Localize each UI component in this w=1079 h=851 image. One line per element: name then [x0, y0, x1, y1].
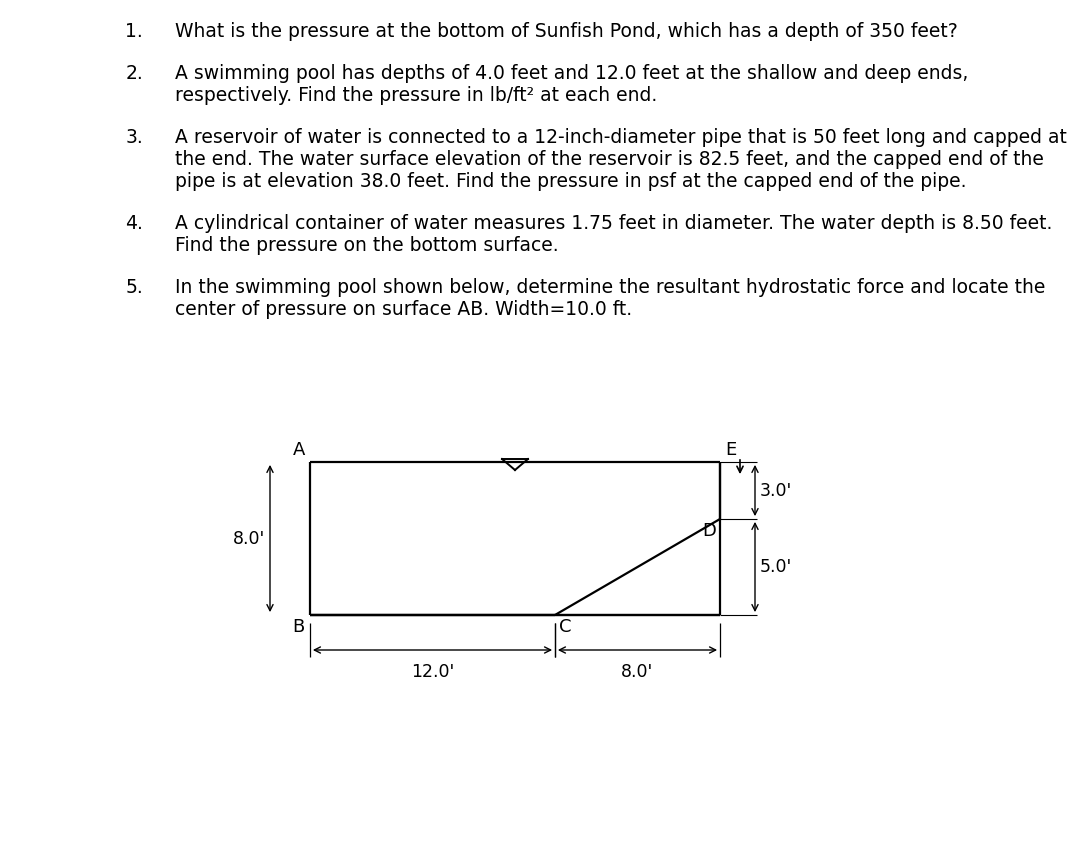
- Text: B: B: [292, 618, 305, 636]
- Text: respectively. Find the pressure in lb/ft² at each end.: respectively. Find the pressure in lb/ft…: [175, 86, 657, 105]
- Text: 3.0': 3.0': [760, 482, 792, 500]
- Text: D: D: [702, 522, 716, 540]
- Text: 8.0': 8.0': [622, 663, 654, 681]
- Text: Find the pressure on the bottom surface.: Find the pressure on the bottom surface.: [175, 236, 559, 255]
- Text: A swimming pool has depths of 4.0 feet and 12.0 feet at the shallow and deep end: A swimming pool has depths of 4.0 feet a…: [175, 64, 968, 83]
- Text: What is the pressure at the bottom of Sunfish Pond, which has a depth of 350 fee: What is the pressure at the bottom of Su…: [175, 22, 958, 41]
- Text: 5.: 5.: [125, 278, 144, 297]
- Text: 2.: 2.: [125, 64, 144, 83]
- Text: E: E: [725, 441, 736, 459]
- Text: A reservoir of water is connected to a 12-inch-diameter pipe that is 50 feet lon: A reservoir of water is connected to a 1…: [175, 128, 1067, 147]
- Text: 4.: 4.: [125, 214, 144, 233]
- Text: 3.: 3.: [125, 128, 144, 147]
- Text: In the swimming pool shown below, determine the resultant hydrostatic force and : In the swimming pool shown below, determ…: [175, 278, 1046, 297]
- Text: A: A: [292, 441, 305, 459]
- Text: 8.0': 8.0': [233, 529, 265, 547]
- Text: 1.: 1.: [125, 22, 144, 41]
- Text: pipe is at elevation 38.0 feet. Find the pressure in psf at the capped end of th: pipe is at elevation 38.0 feet. Find the…: [175, 172, 967, 191]
- Text: the end. The water surface elevation of the reservoir is 82.5 feet, and the capp: the end. The water surface elevation of …: [175, 150, 1043, 169]
- Text: C: C: [559, 618, 572, 636]
- Text: center of pressure on surface AB. Width=10.0 ft.: center of pressure on surface AB. Width=…: [175, 300, 632, 319]
- Text: 12.0': 12.0': [411, 663, 454, 681]
- Text: A cylindrical container of water measures 1.75 feet in diameter. The water depth: A cylindrical container of water measure…: [175, 214, 1052, 233]
- Text: 5.0': 5.0': [760, 558, 792, 576]
